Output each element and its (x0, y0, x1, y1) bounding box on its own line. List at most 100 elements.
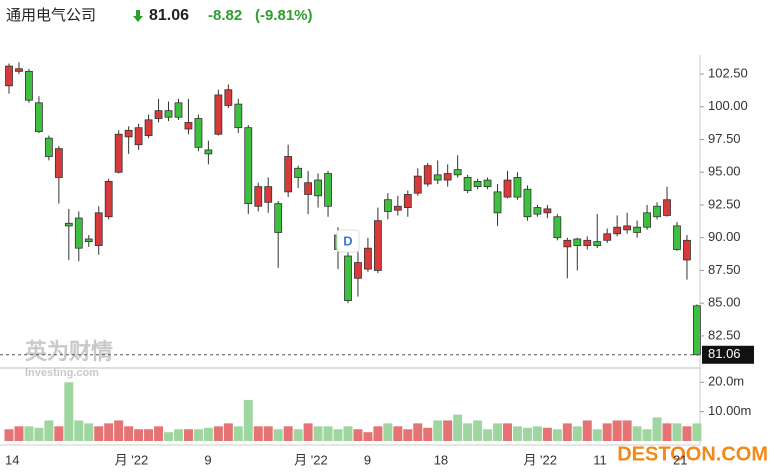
volume-bar (363, 432, 373, 441)
candle-body (693, 305, 701, 356)
volume-bar (233, 426, 243, 441)
candle-body (214, 94, 223, 135)
volume-bar (223, 423, 233, 441)
watermark-brand: 英为财情 (25, 339, 113, 364)
candle-body (453, 169, 462, 176)
candle-body (304, 182, 313, 195)
volume-bar (512, 426, 522, 441)
volume-bar (463, 423, 473, 441)
candle-body (244, 127, 253, 205)
candle-body (344, 255, 352, 301)
volume-bar (333, 429, 343, 441)
candle-body (523, 188, 532, 218)
volume-bar (164, 432, 174, 441)
volume-bar (632, 426, 642, 441)
volume-bar (413, 423, 423, 441)
candle-body (653, 205, 661, 218)
change-pct: (-9.81%) (255, 7, 313, 24)
volume-bar (104, 423, 114, 441)
candle-body (264, 186, 273, 203)
volume-bar (34, 427, 44, 441)
change: -8.82 (208, 7, 242, 24)
x-tick-label: 11 (593, 452, 607, 467)
down-arrow (133, 10, 143, 22)
candle-body (493, 191, 502, 214)
candle-body (613, 226, 622, 235)
volume-bar (373, 426, 383, 441)
x-tick-label: 18 (434, 452, 448, 467)
x-tick-label: 14 (5, 452, 19, 467)
candle-body (423, 165, 432, 185)
marker[interactable]: D (343, 233, 352, 248)
y-tick-label: 82.50 (708, 327, 741, 342)
volume-bar (313, 426, 323, 441)
marker-box[interactable] (336, 229, 360, 253)
candle-body (224, 89, 233, 106)
candle-body (633, 226, 642, 233)
volume-bar (124, 426, 134, 441)
candle-body (403, 194, 412, 208)
volume-bar (503, 423, 512, 441)
candle-body (5, 65, 13, 87)
candle-body (573, 238, 582, 246)
candle-body (673, 225, 681, 250)
y-tick-label: 102.50 (708, 65, 748, 80)
candle-body (553, 216, 562, 239)
volume-bar (44, 420, 54, 441)
volume-bar (74, 420, 84, 441)
volume-bar (24, 426, 34, 441)
volume-bar (622, 420, 632, 441)
volume-bar (642, 429, 652, 441)
y-tick-label: 95.00 (708, 164, 741, 179)
volume-bar (562, 423, 572, 441)
candle-body (623, 225, 632, 231)
volume-bar (293, 429, 303, 441)
candle-body (413, 175, 422, 194)
candle-body (204, 149, 213, 155)
x-tick-label: 21 (673, 452, 687, 467)
candle-body (294, 167, 303, 178)
candle-body (164, 110, 173, 118)
candle-body (483, 179, 492, 188)
y-tick-label: 90.00 (708, 229, 741, 244)
candle-body (184, 122, 193, 130)
volume-bar (592, 429, 602, 441)
candle-body (324, 173, 332, 207)
candle-body (373, 220, 382, 271)
volume-bar (572, 426, 582, 441)
volume-bar (353, 429, 363, 441)
candle-body (144, 119, 153, 136)
y-tick-label: 20.0m (708, 374, 744, 389)
candle-body (663, 199, 671, 216)
watermark-site: Investing.com (25, 367, 99, 379)
volume-bar (662, 423, 672, 441)
volume-bar (273, 429, 283, 441)
volume-bar (383, 423, 393, 441)
volume-bar (54, 426, 64, 441)
volume-bar (582, 420, 592, 441)
x-tick-label: 9 (364, 452, 371, 467)
volume-bar (134, 429, 144, 441)
candle-body (593, 241, 602, 246)
candle-body (274, 203, 283, 233)
title: 通用电气公司 (6, 7, 96, 24)
y-tick-label: 85.00 (708, 295, 741, 310)
volume-bar (483, 429, 493, 441)
volume-bar (473, 420, 483, 441)
candle-body (174, 102, 183, 118)
candle-body (603, 233, 612, 241)
candle-body (54, 148, 63, 178)
candle-body (124, 129, 133, 138)
volume-bar (14, 426, 24, 441)
x-tick-label: 月 '22 (294, 452, 328, 467)
volume-bar (542, 427, 552, 441)
volume-bar (243, 399, 253, 441)
x-tick-label: 9 (204, 452, 211, 467)
volume-bar (283, 426, 293, 441)
volume-bar (423, 427, 433, 441)
volume-bar (602, 423, 612, 441)
volume-bar (522, 427, 532, 441)
volume-bar (652, 417, 662, 441)
volume-bar (672, 423, 682, 441)
